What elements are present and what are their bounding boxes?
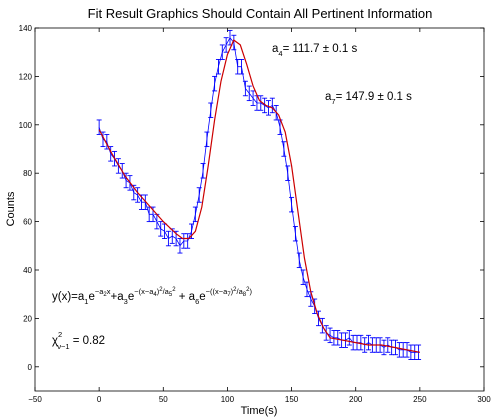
fit-curve xyxy=(98,39,421,353)
eq-plus2: + a xyxy=(176,291,196,303)
eq-exp3-i8: 8 xyxy=(243,292,247,298)
y-tick-label: 40 xyxy=(23,266,32,275)
y-tick-label: 0 xyxy=(28,363,33,372)
eq-exp1-idx: 2 xyxy=(103,292,107,298)
y-tick-label: 140 xyxy=(19,24,33,33)
x-tick-label: 200 xyxy=(349,395,363,404)
eq-exp2-i5: 5 xyxy=(169,292,173,298)
eq-exp3-i7: 7 xyxy=(227,292,231,298)
x-tick-label: −50 xyxy=(28,395,42,404)
chi-value: = 0.82 xyxy=(70,335,106,347)
model-equation: y(x)=a1e−a2x+a3e−(x−a4)2/a52 + a6e−((x−a… xyxy=(52,287,252,306)
eq-a3: 3 xyxy=(124,297,128,306)
eq-e1: e xyxy=(88,291,94,303)
x-tick-label: 0 xyxy=(97,395,102,404)
x-tick-label: 150 xyxy=(285,395,299,404)
a4-symbol: a xyxy=(272,43,279,55)
eq-exp2-sq: 2 xyxy=(159,287,163,293)
y-tick-label: 100 xyxy=(19,121,33,130)
eq-exp3: −((x−a xyxy=(206,287,229,296)
eq-exp3-mid: ) xyxy=(231,287,234,296)
chart-title: Fit Result Graphics Should Contain All P… xyxy=(88,6,433,21)
eq-plus1: +a xyxy=(111,291,125,303)
eq-exp2-mid: ) xyxy=(157,287,160,296)
y-tick-label: 80 xyxy=(23,169,32,178)
eq-exp3-sq2: 2 xyxy=(246,287,250,293)
eq-exp3-div: /a xyxy=(237,287,244,296)
x-tick-label: 100 xyxy=(221,395,235,404)
annotation-a7: a7= 147.9 ± 0.1 s xyxy=(325,91,412,106)
y-axis-label: Counts xyxy=(5,191,17,226)
a7-symbol: a xyxy=(325,91,332,103)
y-tick-label: 20 xyxy=(23,314,32,323)
chi-symbol: χ xyxy=(52,335,58,347)
eq-lead: y(x)=a xyxy=(52,291,85,303)
chi-square-annotation: χ2 ν−1 = 0.82 xyxy=(52,330,105,351)
a7-value: = 147.9 ± 0.1 s xyxy=(336,91,413,103)
eq-e3: e xyxy=(199,291,205,303)
eq-a1: 1 xyxy=(84,297,88,306)
y-tick-label: 120 xyxy=(19,72,33,81)
plot-area-frame xyxy=(34,27,485,392)
a4-value: = 111.7 ± 0.1 s xyxy=(283,43,358,55)
chi-sub: ν−1 xyxy=(57,342,69,351)
y-tick-label: 60 xyxy=(23,218,32,227)
axis-ticks: −50 0 50 100 150 200 250 300 0 20 40 60 80 100 120 140 xyxy=(19,24,492,404)
eq-exp2: −(x−a xyxy=(134,287,154,296)
x-tick-label: 250 xyxy=(413,395,427,404)
a4-index: 4 xyxy=(278,49,282,58)
eq-a6: 6 xyxy=(195,297,199,306)
chi-sup: 2 xyxy=(58,330,62,339)
x-axis-label: Time(s) xyxy=(241,405,278,417)
a7-index: 7 xyxy=(331,97,335,106)
eq-exp2-i4: 4 xyxy=(153,292,157,298)
eq-exp2-div: /a xyxy=(163,287,170,296)
eq-e2: e xyxy=(128,291,134,303)
eq-exp3-end: ) xyxy=(249,287,252,296)
eq-exp2-sq2: 2 xyxy=(172,287,176,293)
eq-exp1-x: x xyxy=(107,287,111,296)
eq-exp1: −a xyxy=(95,287,104,296)
x-tick-label: 50 xyxy=(159,395,168,404)
annotation-a4: a4= 111.7 ± 0.1 s xyxy=(272,43,357,58)
x-tick-label: 300 xyxy=(477,395,491,404)
eq-exp3-sq: 2 xyxy=(233,287,237,293)
